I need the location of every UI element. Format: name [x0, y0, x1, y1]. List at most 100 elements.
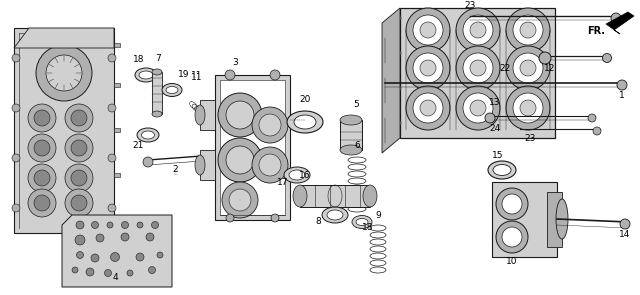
- Circle shape: [146, 233, 154, 241]
- Circle shape: [406, 8, 450, 52]
- Circle shape: [420, 60, 436, 76]
- Text: 18: 18: [133, 55, 145, 64]
- Circle shape: [593, 127, 601, 135]
- Ellipse shape: [493, 165, 511, 176]
- Bar: [547, 192, 562, 247]
- Circle shape: [34, 170, 50, 186]
- Polygon shape: [62, 215, 172, 287]
- Circle shape: [34, 195, 50, 211]
- Circle shape: [91, 254, 99, 262]
- Text: 11: 11: [191, 71, 203, 80]
- Text: 19: 19: [178, 70, 189, 79]
- Ellipse shape: [363, 185, 377, 207]
- Bar: [114, 83, 120, 87]
- Circle shape: [71, 140, 87, 156]
- Text: 14: 14: [620, 230, 630, 239]
- Circle shape: [28, 164, 56, 192]
- Circle shape: [420, 100, 436, 116]
- Bar: [400, 8, 555, 138]
- Circle shape: [485, 113, 495, 123]
- Circle shape: [148, 266, 156, 273]
- Circle shape: [520, 22, 536, 38]
- Circle shape: [259, 114, 281, 136]
- Circle shape: [513, 15, 543, 45]
- Circle shape: [413, 93, 443, 123]
- Polygon shape: [14, 28, 114, 48]
- Text: 21: 21: [132, 141, 144, 150]
- Text: 15: 15: [492, 151, 504, 160]
- Circle shape: [393, 49, 401, 57]
- Circle shape: [111, 253, 120, 261]
- Circle shape: [71, 110, 87, 126]
- Text: 11: 11: [191, 73, 203, 83]
- Circle shape: [470, 60, 486, 76]
- Text: 17: 17: [277, 178, 289, 187]
- Ellipse shape: [556, 199, 568, 239]
- Circle shape: [36, 45, 92, 101]
- Ellipse shape: [152, 69, 162, 75]
- Circle shape: [470, 22, 486, 38]
- Circle shape: [620, 219, 630, 229]
- Text: FR.: FR.: [587, 26, 605, 36]
- Circle shape: [46, 55, 82, 91]
- Circle shape: [107, 222, 113, 228]
- Text: 12: 12: [544, 64, 556, 73]
- Bar: [200, 150, 215, 180]
- Ellipse shape: [139, 71, 153, 79]
- Ellipse shape: [137, 128, 159, 142]
- Text: 1: 1: [619, 91, 625, 100]
- Circle shape: [502, 227, 522, 247]
- Circle shape: [136, 253, 144, 261]
- Circle shape: [222, 182, 258, 218]
- Text: 7: 7: [155, 54, 161, 63]
- Circle shape: [121, 233, 129, 241]
- Ellipse shape: [340, 115, 362, 125]
- Circle shape: [588, 114, 596, 122]
- Text: 23: 23: [524, 134, 536, 143]
- Circle shape: [270, 70, 280, 80]
- Ellipse shape: [284, 167, 310, 183]
- Circle shape: [218, 93, 262, 137]
- Circle shape: [28, 189, 56, 217]
- Circle shape: [259, 154, 281, 176]
- Ellipse shape: [152, 111, 162, 117]
- Circle shape: [211, 153, 219, 161]
- Circle shape: [463, 93, 493, 123]
- Text: 22: 22: [499, 64, 511, 73]
- Circle shape: [617, 80, 627, 90]
- Circle shape: [463, 15, 493, 45]
- Circle shape: [108, 54, 116, 62]
- Text: 20: 20: [300, 95, 310, 104]
- Circle shape: [602, 53, 611, 63]
- Circle shape: [12, 204, 20, 212]
- Text: 2: 2: [172, 168, 178, 177]
- Ellipse shape: [135, 68, 157, 82]
- Text: 16: 16: [300, 171, 311, 180]
- Circle shape: [463, 53, 493, 83]
- Polygon shape: [382, 8, 400, 153]
- Bar: [492, 182, 557, 257]
- Bar: [300, 185, 370, 207]
- Ellipse shape: [293, 185, 307, 207]
- Circle shape: [252, 147, 288, 183]
- Ellipse shape: [287, 111, 323, 133]
- Circle shape: [406, 86, 450, 130]
- Circle shape: [520, 60, 536, 76]
- Bar: [200, 100, 215, 130]
- Circle shape: [137, 222, 143, 228]
- Circle shape: [506, 86, 550, 130]
- Circle shape: [513, 93, 543, 123]
- Bar: [152, 72, 162, 114]
- Circle shape: [393, 84, 401, 92]
- Circle shape: [65, 134, 93, 162]
- Ellipse shape: [327, 210, 343, 220]
- Circle shape: [77, 252, 83, 258]
- Circle shape: [104, 270, 111, 276]
- Circle shape: [71, 170, 87, 186]
- Circle shape: [420, 22, 436, 38]
- Circle shape: [76, 221, 84, 229]
- Ellipse shape: [488, 161, 516, 179]
- Circle shape: [502, 194, 522, 214]
- Circle shape: [226, 214, 234, 222]
- Circle shape: [34, 140, 50, 156]
